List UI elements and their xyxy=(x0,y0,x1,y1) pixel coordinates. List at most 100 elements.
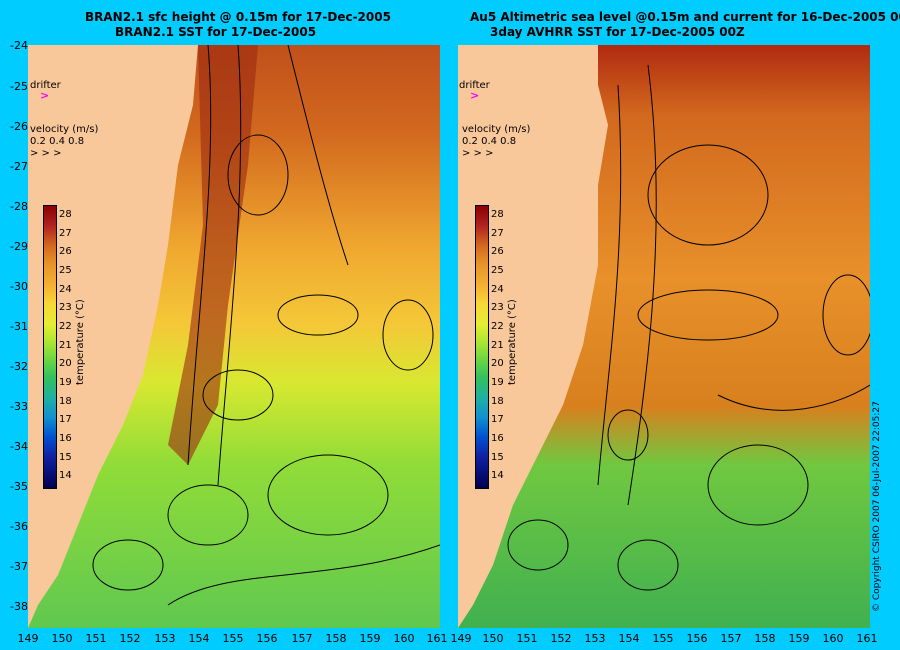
left-panel-title: BRAN2.1 sfc height @ 0.15m for 17-Dec-20… xyxy=(85,10,515,40)
colorbar-tick: 28 xyxy=(491,209,504,220)
drifter-label-right: drifter xyxy=(459,80,490,91)
colorbar-tick: 27 xyxy=(491,228,504,239)
y-tick: -36 xyxy=(10,520,28,533)
colorbar-left xyxy=(43,205,57,489)
x-tick: 159 xyxy=(359,632,381,645)
y-tick: -26 xyxy=(10,120,28,133)
colorbar-tick: 21 xyxy=(491,340,504,351)
colorbar-tick: 27 xyxy=(59,228,72,239)
x-tick: 152 xyxy=(550,632,572,645)
colorbar-tick: 23 xyxy=(491,302,504,313)
velocity-arrows-icon: > > > xyxy=(462,148,494,159)
y-tick: -33 xyxy=(10,400,28,413)
y-tick: -34 xyxy=(10,440,28,453)
x-tick: 156 xyxy=(256,632,278,645)
right-title-line1: Au5 Altimetric sea level @0.15m and curr… xyxy=(470,10,900,24)
colorbar-tick: 19 xyxy=(59,377,72,388)
x-tick: 153 xyxy=(584,632,606,645)
colorbar-tick: 19 xyxy=(491,377,504,388)
x-tick: 154 xyxy=(188,632,210,645)
copyright-text: © Copyright CSIRO 2007 06-Jul-2007 22:05… xyxy=(872,401,882,612)
colorbar-tick: 16 xyxy=(59,433,72,444)
colorbar-tick: 24 xyxy=(491,284,504,295)
x-tick: 159 xyxy=(788,632,810,645)
y-tick: -37 xyxy=(10,560,28,573)
colorbar-tick: 25 xyxy=(491,265,504,276)
colorbar-tick: 26 xyxy=(491,246,504,257)
colorbar-tick: 22 xyxy=(491,321,504,332)
colorbar-tick: 20 xyxy=(59,358,72,369)
colorbar-tick: 25 xyxy=(59,265,72,276)
y-tick: -27 xyxy=(10,160,28,173)
y-tick: -24 xyxy=(10,39,28,52)
left-title-line2: BRAN2.1 SST for 17-Dec-2005 xyxy=(115,25,317,39)
colorbar-tick: 18 xyxy=(491,396,504,407)
y-tick: -35 xyxy=(10,480,28,493)
x-tick: 151 xyxy=(516,632,538,645)
left-map-panel xyxy=(28,45,440,628)
x-tick: 161 xyxy=(856,632,878,645)
x-tick: 157 xyxy=(291,632,313,645)
y-tick: -32 xyxy=(10,360,28,373)
x-tick: 158 xyxy=(754,632,776,645)
x-tick: 155 xyxy=(222,632,244,645)
x-tick: 157 xyxy=(720,632,742,645)
velocity-label: velocity (m/s) xyxy=(462,124,531,135)
x-tick: 150 xyxy=(482,632,504,645)
y-tick: -28 xyxy=(10,200,28,213)
colorbar-tick: 26 xyxy=(59,246,72,257)
x-tick: 160 xyxy=(393,632,415,645)
colorbar-tick: 18 xyxy=(59,396,72,407)
x-tick: 153 xyxy=(154,632,176,645)
x-tick: 149 xyxy=(17,632,39,645)
x-tick: 149 xyxy=(450,632,472,645)
colorbar-tick: 20 xyxy=(491,358,504,369)
left-title-line1: BRAN2.1 sfc height @ 0.15m for 17-Dec-20… xyxy=(85,10,391,24)
land-right xyxy=(458,45,608,628)
left-map-svg xyxy=(28,45,440,628)
drifter-icon: > xyxy=(40,89,50,102)
colorbar-tick: 22 xyxy=(59,321,72,332)
colorbar-tick: 15 xyxy=(491,452,504,463)
x-tick: 156 xyxy=(686,632,708,645)
x-tick: 150 xyxy=(51,632,73,645)
colorbar-tick: 28 xyxy=(59,209,72,220)
y-tick: -25 xyxy=(10,80,28,93)
colorbar-tick: 23 xyxy=(59,302,72,313)
velocity-scale: 0.2 0.4 0.8 xyxy=(462,136,517,147)
colorbar-tick: 17 xyxy=(59,414,72,425)
x-tick: 151 xyxy=(85,632,107,645)
colorbar-tick: 14 xyxy=(59,470,72,481)
y-tick: -31 xyxy=(10,320,28,333)
x-tick: 160 xyxy=(822,632,844,645)
colorbar-tick: 17 xyxy=(491,414,504,425)
colorbar-tick: 15 xyxy=(59,452,72,463)
right-map-svg xyxy=(458,45,870,628)
colorbar-tick: 21 xyxy=(59,340,72,351)
colorbar-label-left: temperature (°C) xyxy=(75,299,86,385)
x-tick: 161 xyxy=(426,632,448,645)
y-tick: -29 xyxy=(10,240,28,253)
y-tick: -30 xyxy=(10,280,28,293)
velocity-legend-right: velocity (m/s) 0.2 0.4 0.8 > > > xyxy=(462,124,530,160)
land-left xyxy=(28,45,198,628)
drifter-label-left: drifter xyxy=(30,80,61,91)
velocity-arrows-icon: > > > xyxy=(30,148,62,159)
colorbar-tick: 16 xyxy=(491,433,504,444)
x-tick: 152 xyxy=(119,632,141,645)
colorbar-right xyxy=(475,205,489,489)
velocity-label: velocity (m/s) xyxy=(30,124,99,135)
colorbar-tick: 14 xyxy=(491,470,504,481)
y-tick: -38 xyxy=(10,600,28,613)
right-map-panel xyxy=(458,45,870,628)
x-tick: 158 xyxy=(325,632,347,645)
colorbar-label-right: temperature (°C) xyxy=(507,299,518,385)
drifter-icon: > xyxy=(470,89,480,102)
colorbar-tick: 24 xyxy=(59,284,72,295)
velocity-scale: 0.2 0.4 0.8 xyxy=(30,136,85,147)
right-title-line2: 3day AVHRR SST for 17-Dec-2005 00Z xyxy=(490,25,745,39)
x-tick: 155 xyxy=(652,632,674,645)
x-tick: 154 xyxy=(618,632,640,645)
right-panel-title: Au5 Altimetric sea level @0.15m and curr… xyxy=(470,10,900,40)
velocity-legend-left: velocity (m/s) 0.2 0.4 0.8 > > > xyxy=(30,124,98,160)
